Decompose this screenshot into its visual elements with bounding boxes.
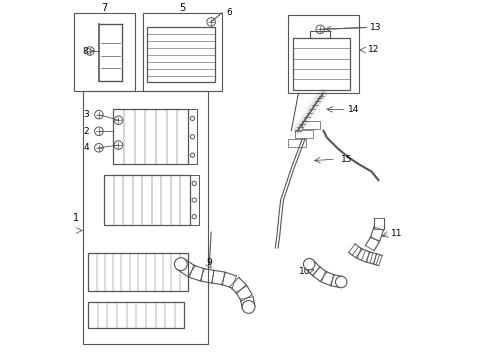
Circle shape [174,258,187,271]
Text: 1: 1 [73,213,79,223]
Bar [190,175,198,225]
Text: 7: 7 [101,3,107,13]
Bar [147,27,215,82]
Text: 6: 6 [226,8,232,17]
Bar [104,175,190,225]
Text: 2: 2 [84,127,89,136]
Bar [310,31,330,38]
Circle shape [242,301,255,313]
Bar [113,109,188,165]
Bar [88,253,188,291]
Text: 15: 15 [341,154,353,163]
Bar [88,302,184,328]
Text: 13: 13 [370,23,381,32]
Text: 5: 5 [179,3,186,13]
Bar [288,15,359,93]
Bar [144,13,222,91]
Text: 10: 10 [299,267,311,276]
Text: 12: 12 [368,45,379,54]
Text: 9: 9 [206,258,212,267]
Text: 4: 4 [84,143,89,152]
Text: 3: 3 [83,110,89,119]
Bar [83,91,208,345]
Text: 14: 14 [348,105,360,114]
Circle shape [303,258,315,270]
Bar [293,38,350,90]
Bar [188,109,197,165]
Bar [74,13,135,91]
Circle shape [336,276,347,288]
Bar [288,139,306,147]
Bar [295,130,313,138]
Bar [302,121,320,130]
Text: 11: 11 [391,229,403,238]
Text: 8: 8 [82,46,88,55]
